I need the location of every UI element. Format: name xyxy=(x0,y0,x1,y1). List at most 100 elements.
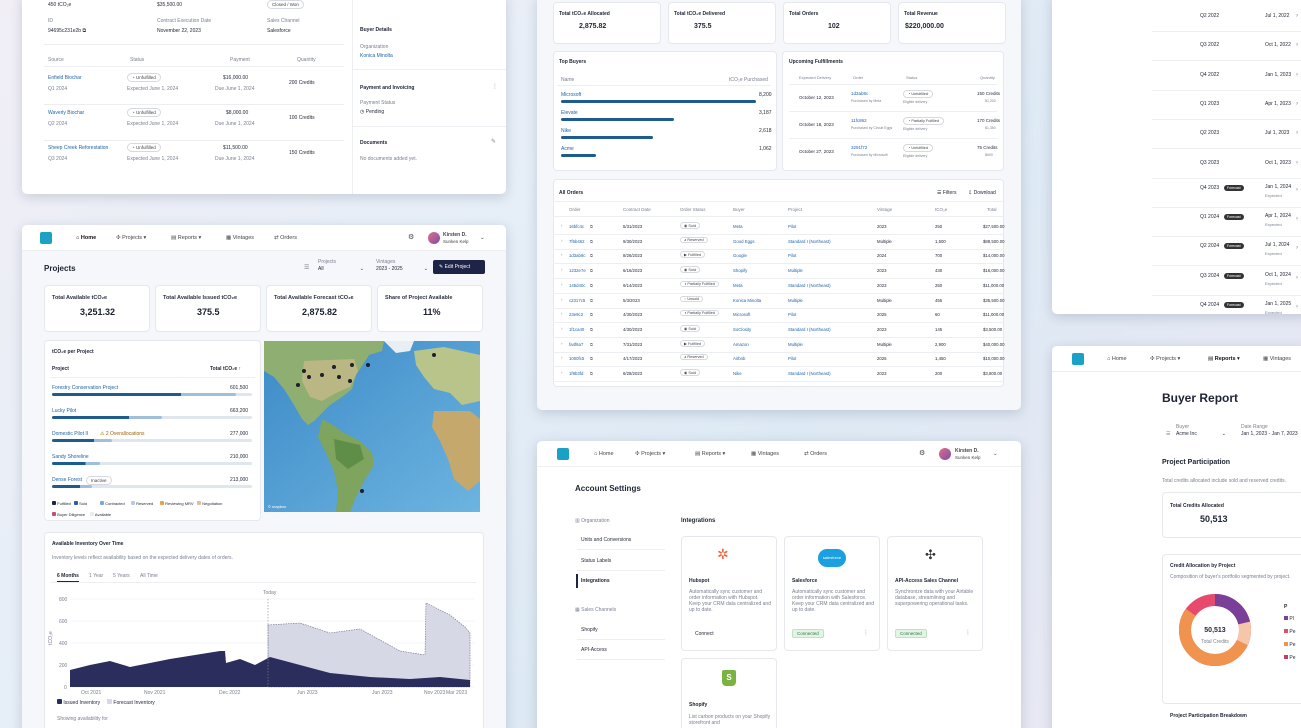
filters-button[interactable]: ☰ Filters xyxy=(937,190,957,196)
nav-home[interactable]: ⌂ Home xyxy=(1107,356,1127,362)
chevron-right-icon[interactable]: › xyxy=(1296,100,1298,107)
order-id[interactable]: 1f9b3fd xyxy=(569,371,584,376)
date-range-select[interactable]: Jan 1, 2023 - Jan 7, 2023 xyxy=(1241,431,1298,437)
copy-icon[interactable]: ⧉ xyxy=(590,371,593,376)
copy-icon[interactable]: ⧉ xyxy=(590,282,593,288)
chevron-right-icon[interactable]: › xyxy=(1296,13,1298,19)
table-row[interactable]: › fa4f6a7 ⧉ 7/31/2023 ▶ Fulfilled Amazon Multi… xyxy=(553,338,1005,352)
chevron-right-icon[interactable]: › xyxy=(561,267,563,273)
nav-home[interactable]: ⌂ Home xyxy=(76,235,97,241)
copy-icon[interactable]: ⧉ xyxy=(590,253,593,259)
col-total[interactable]: Total tCO₂e ↑ xyxy=(210,366,242,372)
project[interactable]: Standard I (Northeast) xyxy=(788,238,831,244)
gear-icon[interactable]: ⚙ xyxy=(919,450,926,457)
vintage-row[interactable]: Q2 2024 Forecast Jul 1, 2024 Expected › xyxy=(1052,236,1301,265)
table-row[interactable]: Enfield Biochar Q1 2024 ◔ Unfulfilled Ex… xyxy=(22,70,352,105)
order-id[interactable]: 16bfc4c xyxy=(569,224,585,229)
copy-icon[interactable]: ⧉ xyxy=(590,326,593,332)
table-row[interactable]: Sheep Creek Reforestation Q3 2024 ◔ Unfu… xyxy=(22,140,352,175)
table-row[interactable]: › 1232e7e ⧉ 6/16/2023 ◉ Sold Shopify Multiple 2… xyxy=(553,264,1005,278)
nav-projects[interactable]: ✣ Projects ▾ xyxy=(1150,356,1181,362)
copy-icon[interactable]: ⧉ xyxy=(82,28,87,34)
settings-item-shopify[interactable]: Shopify xyxy=(581,627,598,633)
vintage-row[interactable]: Q3 2022 Oct 1, 2022 › xyxy=(1052,31,1301,60)
chevron-right-icon[interactable]: › xyxy=(561,223,563,228)
buyer[interactable]: Meta xyxy=(733,224,743,229)
table-row[interactable]: › c2317c5 ⧉ 5/3/2023 ◌ Unsold Konica Minolta M… xyxy=(553,294,1005,308)
table-row[interactable]: › 16bfc4c ⧉ 5/31/2023 ◉ Sold Meta Pilot 2023 250… xyxy=(553,220,1005,234)
order-id[interactable]: 7f6b462 xyxy=(569,238,585,244)
tab-6-months[interactable]: 6 Months xyxy=(57,573,79,582)
buyer[interactable]: Meta xyxy=(733,282,743,288)
project[interactable]: Pilot xyxy=(788,253,797,259)
project[interactable]: Standard I (Northeast) xyxy=(788,371,831,376)
order-id[interactable]: 1f1ca40 xyxy=(569,326,585,332)
buyer[interactable]: Nike xyxy=(733,371,742,376)
chevron-right-icon[interactable]: › xyxy=(561,252,563,258)
nav-orders[interactable]: ⇄ Orders xyxy=(804,451,827,457)
project-name[interactable]: Lucky Pilot xyxy=(52,408,77,414)
chevron-right-icon[interactable]: › xyxy=(561,355,563,361)
order-link[interactable]: 1d3ab8c xyxy=(851,91,869,96)
chevron-right-icon[interactable]: › xyxy=(1296,304,1298,310)
buyer-select[interactable]: Acme Inc ⌄ xyxy=(1176,431,1226,437)
order-id[interactable]: 94695c231e2b ⧉ xyxy=(48,28,87,34)
connected-badge[interactable]: Connected xyxy=(895,629,927,638)
chevron-right-icon[interactable]: › xyxy=(1296,186,1298,193)
settings-item-integrations[interactable]: Integrations xyxy=(581,578,610,584)
chevron-right-icon[interactable]: › xyxy=(1296,274,1298,281)
vintage-row[interactable]: Q1 2024 Forecast Apr 1, 2024 Expected › xyxy=(1052,207,1301,236)
chevron-right-icon[interactable]: › xyxy=(1296,71,1298,78)
nav-home[interactable]: ⌂ Home xyxy=(594,451,614,457)
project-name[interactable]: Domestic Pilot II xyxy=(52,431,89,437)
gear-icon[interactable]: ⚙ xyxy=(408,234,415,241)
chevron-right-icon[interactable]: › xyxy=(561,325,563,331)
more-icon[interactable]: ⋮ xyxy=(492,84,498,90)
vintages-filter-select[interactable]: 2023 - 2025 ⌄ xyxy=(376,266,428,272)
table-row[interactable]: › 1000fc5 ⧉ 4/17/2023 ◕ Reserved Airbnb Pilot 2… xyxy=(553,352,1005,366)
connected-badge[interactable]: Connected xyxy=(792,629,824,638)
source-name[interactable]: Enfield Biochar xyxy=(48,75,82,81)
copy-icon[interactable]: ⧉ xyxy=(590,341,593,347)
more-icon[interactable]: ⋮ xyxy=(965,630,971,636)
avatar[interactable] xyxy=(428,232,440,244)
project[interactable]: Multiple xyxy=(788,297,803,303)
order-id[interactable]: 1232e7e xyxy=(569,268,586,274)
vintage-row[interactable]: Q4 2024 Forecast Jan 1, 2025 Expected › xyxy=(1052,295,1301,314)
vintage-row[interactable]: Q3 2024 Forecast Oct 1, 2024 Expected › xyxy=(1052,266,1301,295)
project[interactable]: Multiple xyxy=(788,268,803,274)
settings-item-status-labels[interactable]: Status Labels xyxy=(581,558,612,564)
chevron-right-icon[interactable]: › xyxy=(1296,159,1298,166)
table-row[interactable]: › 1f9b3fd ⧉ 8/28/2023 ◉ Sold Nike Standard I (… xyxy=(553,367,1004,381)
tab-5-years[interactable]: 5 Years xyxy=(113,573,130,579)
table-row[interactable]: › 145d40c ⧉ 9/14/2023 ◑ Partially Fulfilled M… xyxy=(553,279,1004,293)
settings-item-api-access[interactable]: API-Access xyxy=(581,647,607,653)
chevron-right-icon[interactable]: › xyxy=(1296,130,1298,137)
org-link[interactable]: Konica Minolta xyxy=(360,53,393,59)
chevron-right-icon[interactable]: › xyxy=(1296,42,1298,49)
vintage-row[interactable]: Q4 2022 Jan 1, 2023 › xyxy=(1052,61,1301,90)
nav-vintages[interactable]: ▦ Vintages xyxy=(751,451,780,457)
project-map[interactable]: © mapbox xyxy=(264,341,480,512)
vintage-row[interactable]: Q1 2023 Apr 1, 2023 › xyxy=(1052,90,1301,119)
projects-filter-select[interactable]: All ⌄ xyxy=(318,266,364,272)
buyer-name[interactable]: Elevate xyxy=(561,110,578,116)
avatar[interactable] xyxy=(939,448,951,460)
chevron-right-icon[interactable]: › xyxy=(561,340,563,346)
connect-button[interactable]: Connect xyxy=(695,631,714,637)
order-id[interactable]: c2317c5 xyxy=(569,297,586,303)
project-name[interactable]: Forestry Conservation Project xyxy=(52,385,119,391)
table-row[interactable]: › 7f6b462 ⧉ 9/30/2023 ◕ Reserved Good Eggs Sta… xyxy=(553,235,1005,249)
table-row[interactable]: › 1f1ca40 ⧉ 4/30/2023 ◉ Sold SoClosity Standar… xyxy=(553,323,1004,337)
copy-icon[interactable]: ⧉ xyxy=(590,224,593,229)
buyer-name[interactable]: Nike xyxy=(561,128,572,134)
table-row[interactable]: › 23e9c2 ⧉ 4/30/2023 ◑ Partially Fulfilled Mi… xyxy=(553,308,1004,322)
chevron-right-icon[interactable]: › xyxy=(561,370,563,375)
buyer[interactable]: Konica Minolta xyxy=(733,297,762,303)
buyer-name[interactable]: Acme xyxy=(561,146,574,152)
nav-reports[interactable]: ▤ Reports ▾ xyxy=(695,451,726,457)
buyer[interactable]: Amazon xyxy=(733,341,749,347)
order-id[interactable]: 1d3ab8c xyxy=(569,253,586,259)
project[interactable]: Standard I (Northeast) xyxy=(788,282,831,288)
order-link[interactable]: 11fc862 xyxy=(851,118,867,123)
